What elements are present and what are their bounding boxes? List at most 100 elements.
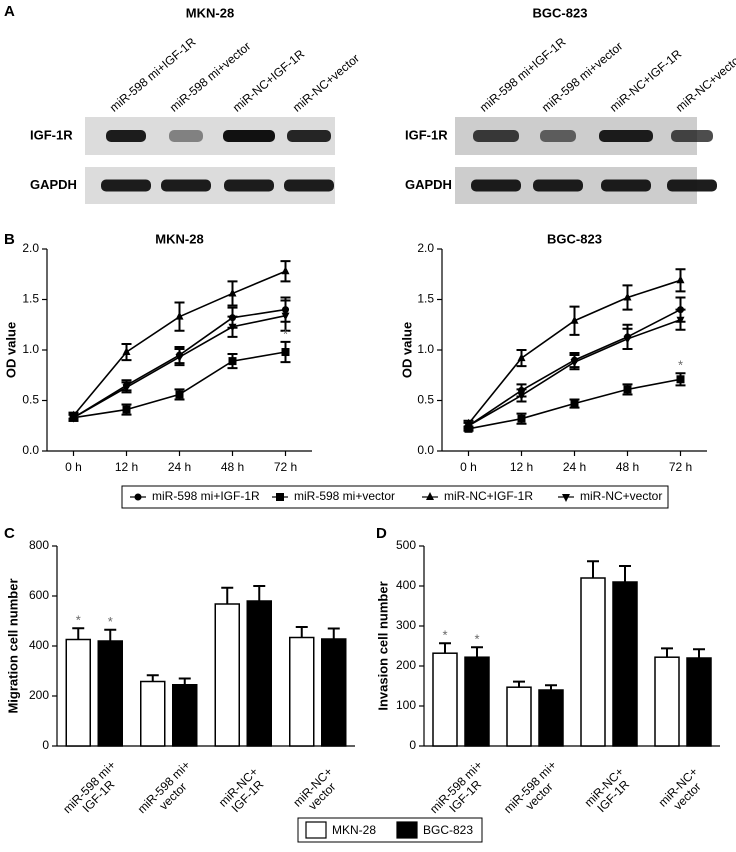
blot-band: [224, 179, 274, 192]
error-bar: [104, 628, 117, 641]
y-tick-label: 2.0: [417, 241, 434, 255]
marker: [175, 311, 184, 320]
x-tick-label: 12 h: [115, 460, 138, 474]
panel-label: D: [376, 525, 387, 542]
legend-box: [297, 817, 483, 843]
error-bar: [587, 560, 599, 578]
marker: [570, 359, 579, 368]
marker: [122, 347, 131, 356]
bar: [65, 638, 91, 747]
panel-label: A: [4, 3, 15, 20]
bar: [97, 640, 123, 747]
error-bar: [471, 646, 483, 658]
error-bar: [221, 586, 234, 604]
blot-band: [601, 179, 651, 192]
legend-box: [121, 485, 669, 509]
marker: [69, 414, 78, 423]
y-tick-label: 0: [409, 738, 416, 752]
marker: [122, 405, 131, 414]
error-bar: [661, 647, 673, 658]
x-tick-label: 72 h: [669, 460, 692, 474]
chart-title: BGC-823: [547, 231, 602, 246]
marker: [134, 493, 142, 501]
blot-band: [161, 179, 211, 192]
blot-band: [540, 130, 576, 142]
chart-title: MKN-28: [155, 231, 203, 246]
blot-band: [599, 130, 653, 142]
panel-label: B: [4, 231, 15, 248]
error-bar: [253, 585, 266, 601]
bar: [214, 603, 240, 747]
y-tick-label: 200: [396, 658, 416, 672]
row-label: GAPDH: [30, 177, 77, 192]
y-tick-label: 1.5: [417, 292, 434, 306]
y-axis-label: Migration cell number: [5, 578, 20, 713]
marker: [464, 422, 473, 431]
blot-title: MKN-28: [186, 5, 234, 20]
marker: [517, 392, 526, 401]
marker: [281, 312, 290, 321]
y-tick-label: 0.0: [417, 443, 434, 457]
bar: [432, 652, 458, 747]
x-tick-label: 48 h: [221, 460, 244, 474]
row-label: IGF-1R: [405, 127, 448, 142]
y-tick-label: 800: [29, 538, 49, 552]
marker: [570, 399, 579, 408]
error-bar: [327, 627, 340, 639]
bar: [321, 638, 347, 747]
x-tick-label: 72 h: [274, 460, 297, 474]
y-tick-label: 400: [29, 638, 49, 652]
marker: [281, 266, 290, 275]
blot-band: [533, 179, 583, 192]
bar: [654, 656, 680, 747]
marker: [676, 275, 685, 284]
error-bar: [619, 565, 631, 582]
y-tick-label: 600: [29, 588, 49, 602]
y-tick-label: 500: [396, 538, 416, 552]
blot-band: [223, 130, 275, 142]
blot-band: [287, 130, 331, 142]
error-bar: [439, 642, 451, 654]
error-bar: [295, 626, 308, 638]
marker: [623, 385, 632, 394]
annotation: *: [76, 613, 81, 628]
x-tick-label: 24 h: [563, 460, 586, 474]
blot-band: [101, 179, 151, 192]
marker: [228, 357, 237, 366]
row-label: IGF-1R: [30, 127, 73, 142]
marker: [426, 492, 434, 500]
legend-swatch: [396, 821, 418, 839]
annotation: *: [474, 632, 479, 647]
x-tick-label: 24 h: [168, 460, 191, 474]
legend-label: miR-NC+IGF-1R: [444, 489, 533, 503]
y-axis-label: OD value: [3, 322, 18, 378]
annotation: *: [108, 614, 113, 629]
error-bar: [545, 684, 557, 690]
y-tick-label: 0.5: [22, 393, 39, 407]
marker: [228, 323, 237, 332]
y-tick-label: 1.5: [22, 292, 39, 306]
legend-label: MKN-28: [332, 823, 376, 837]
blot-band: [667, 179, 717, 192]
marker: [676, 316, 685, 325]
y-axis-label: OD value: [399, 322, 414, 378]
marker: [517, 353, 526, 362]
bar: [506, 686, 532, 747]
annotation: *: [283, 326, 288, 341]
marker: [623, 335, 632, 344]
legend-label: miR-NC+vector: [580, 489, 662, 503]
blot-band: [284, 179, 334, 192]
annotation: *: [442, 628, 447, 643]
y-tick-label: 100: [396, 698, 416, 712]
legend-label: miR-598 mi+vector: [294, 489, 395, 503]
legend-swatch: [305, 821, 327, 839]
error-bar: [146, 674, 159, 682]
marker: [517, 414, 526, 423]
y-tick-label: 200: [29, 688, 49, 702]
marker: [175, 390, 184, 399]
marker: [276, 493, 284, 501]
bar: [580, 577, 606, 747]
blot-band: [106, 130, 146, 142]
y-tick-label: 0.0: [22, 443, 39, 457]
